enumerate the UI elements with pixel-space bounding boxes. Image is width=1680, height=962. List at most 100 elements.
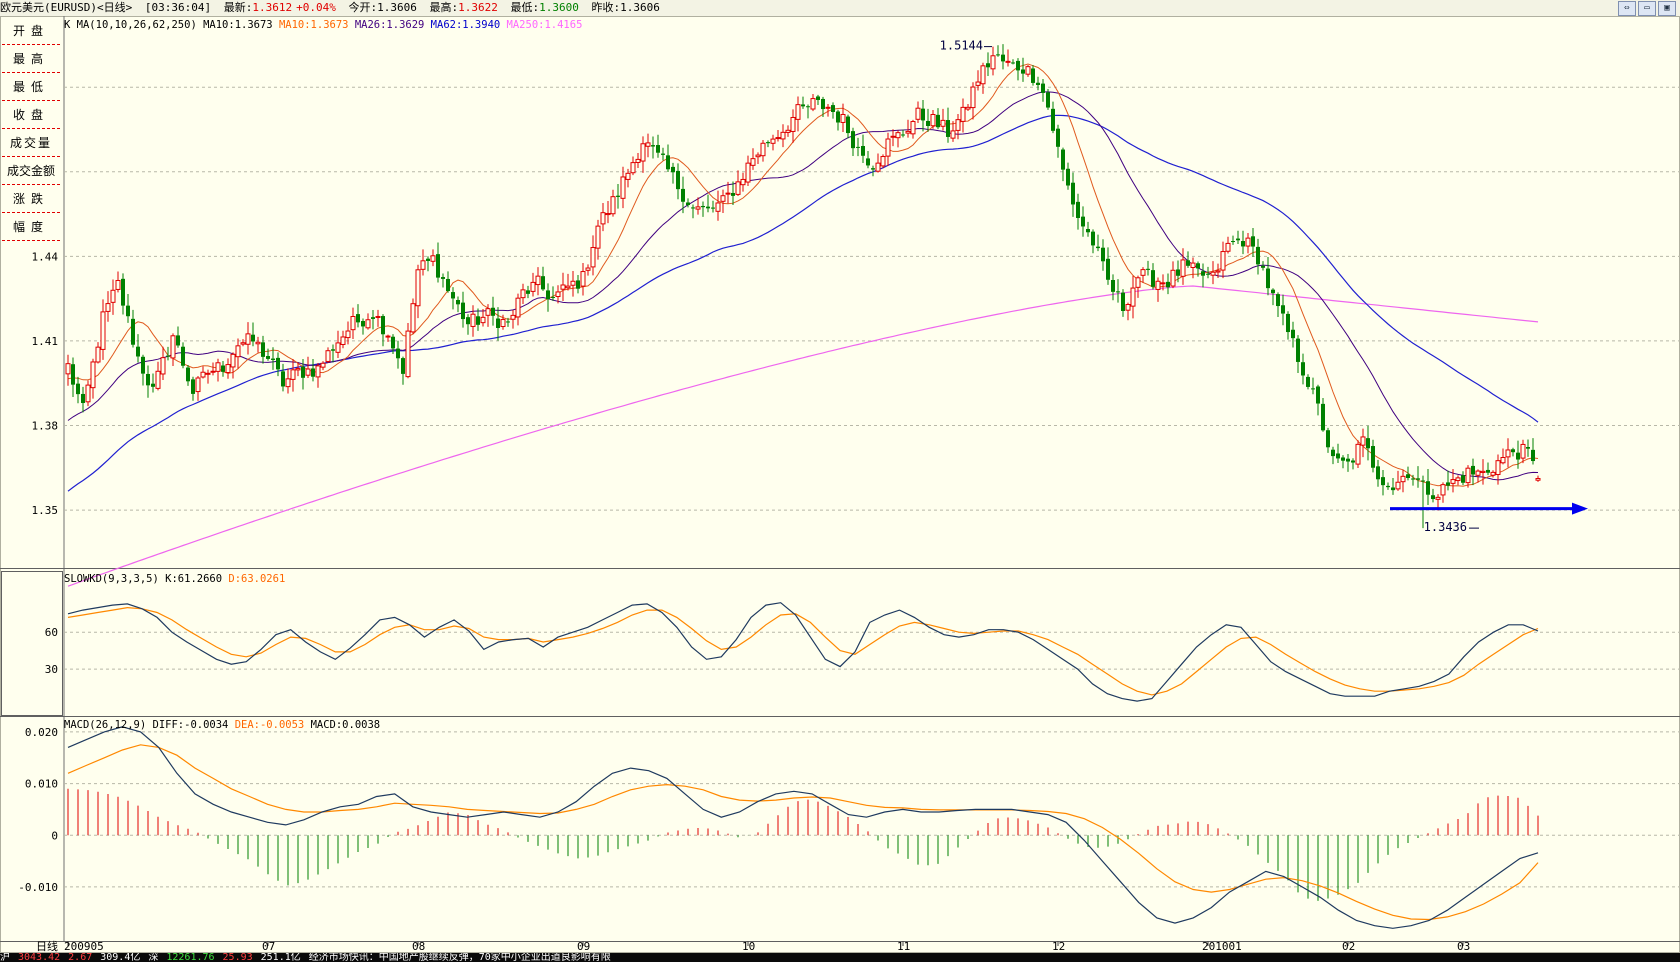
candle-body-up	[1505, 449, 1511, 458]
candle-body-up	[365, 319, 371, 329]
candle-body-up	[930, 114, 936, 127]
status-item: 12261.76	[166, 953, 215, 962]
candle-body-down	[1151, 270, 1155, 287]
candle-body-down	[871, 168, 875, 170]
candle-body-down	[1301, 362, 1305, 376]
candle-body-down	[1106, 258, 1110, 280]
candle-body-down	[926, 120, 930, 126]
candle-body-down	[181, 346, 185, 366]
candle-body-up	[1125, 303, 1131, 311]
candle-body-down	[1021, 69, 1025, 74]
candle-body-down	[806, 106, 810, 108]
candle-body-down	[1346, 458, 1350, 462]
candle-body-up	[1500, 457, 1506, 464]
candle-body-up	[735, 181, 741, 195]
candle-body-down	[466, 317, 470, 325]
candle-body-down	[1031, 68, 1035, 83]
candle-body-up	[745, 162, 751, 183]
candle-body-down	[946, 120, 950, 137]
candle-body-down	[1296, 338, 1300, 362]
kd-tick-label: 30	[45, 663, 58, 676]
candle-body-down	[526, 290, 530, 294]
low-price: 最低:1.3600	[510, 1, 579, 14]
restore-icon[interactable]: ⇔	[1618, 1, 1636, 16]
candle-body-down	[266, 356, 270, 359]
candle-body-up	[750, 158, 756, 166]
chart-area[interactable]: 1.44 1.41 1.38 1.35 1.5144 1.3436 K MA(10,10,2…	[0, 16, 1680, 953]
candle-body-down	[1316, 386, 1320, 404]
candle-body-down	[691, 207, 695, 209]
candle-body-down	[551, 296, 555, 298]
high-annotation: 1.5144	[940, 39, 983, 53]
candle-body-up	[420, 260, 426, 270]
candle-body-up	[1450, 479, 1456, 484]
x-tick-label: 08	[412, 940, 425, 953]
candle-body-up	[770, 138, 776, 144]
candle-body-up	[230, 353, 236, 368]
candle-body-down	[1251, 236, 1255, 247]
candle-body-down	[191, 379, 195, 394]
candle-body-down	[936, 114, 940, 128]
candle-body-up	[580, 271, 586, 287]
candle-body-up	[875, 162, 881, 172]
candle-body-down	[1531, 449, 1535, 462]
candle-body-down	[136, 346, 140, 357]
candle-body-up	[600, 212, 606, 225]
candle-body-down	[1516, 452, 1520, 460]
candle-body-up	[290, 369, 296, 380]
candle-body-up	[240, 342, 246, 345]
candle-body-up	[470, 313, 476, 327]
candle-body-up	[910, 121, 916, 135]
candle-body-up	[630, 162, 636, 174]
candle-body-down	[1461, 475, 1465, 483]
candle-body-down	[301, 366, 305, 378]
candle-body-down	[856, 146, 860, 148]
candle-body-up	[1140, 269, 1146, 276]
candle-body-down	[1271, 289, 1275, 294]
candle-body-up	[1005, 60, 1011, 63]
candle-body-up	[375, 315, 381, 318]
candle-body-up	[255, 341, 261, 345]
candle-body-up	[885, 138, 891, 157]
candle-body-up	[1180, 259, 1186, 277]
minimize-icon[interactable]: ▭	[1638, 1, 1656, 16]
candle-body-down	[541, 276, 545, 290]
price-tick-label: 1.41	[32, 335, 59, 348]
candle-body-down	[1526, 447, 1530, 449]
candle-body-up	[1520, 443, 1526, 459]
candle-body-down	[1146, 268, 1150, 270]
candle-body-down	[576, 280, 580, 289]
candle-body-up	[1215, 270, 1221, 273]
candle-body-down	[1176, 269, 1180, 276]
candle-body-up	[960, 106, 966, 122]
candle-body-up	[775, 137, 781, 140]
candle-body-down	[1366, 438, 1370, 449]
candle-body-down	[426, 258, 430, 262]
latest-price: 最新:1.3612 +0.04%	[223, 1, 336, 14]
candle-body-down	[396, 348, 400, 359]
candle-body-up	[1190, 262, 1196, 268]
x-tick-label: 12	[1052, 940, 1065, 953]
price-tick-label: 1.38	[32, 420, 59, 433]
candle-body-down	[1001, 54, 1005, 62]
candle-body-down	[1276, 294, 1280, 307]
candle-body-down	[1266, 268, 1270, 289]
candle-body-down	[1016, 60, 1020, 71]
candle-body-up	[810, 98, 816, 110]
candle-body-down	[1286, 313, 1290, 333]
candle-body-up	[1025, 66, 1031, 75]
candle-body-down	[381, 316, 385, 335]
status-item: 3043.42	[18, 953, 61, 962]
candle-body-down	[1241, 241, 1245, 247]
candle-body-up	[410, 303, 416, 333]
d-line	[67, 606, 1539, 696]
x-tick-label: 07	[262, 940, 275, 953]
candle-body-up	[590, 247, 596, 268]
candle-body-up	[1435, 496, 1441, 500]
status-item: 25.93	[222, 953, 253, 962]
candle-body-down	[451, 292, 455, 299]
candle-body-down	[1101, 247, 1105, 262]
candle-body-down	[1411, 478, 1415, 480]
close-icon[interactable]: ▣	[1658, 1, 1676, 16]
kd-header: SLOWKD(9,3,3,5) K:61.2660 D:63.0261	[64, 573, 285, 585]
